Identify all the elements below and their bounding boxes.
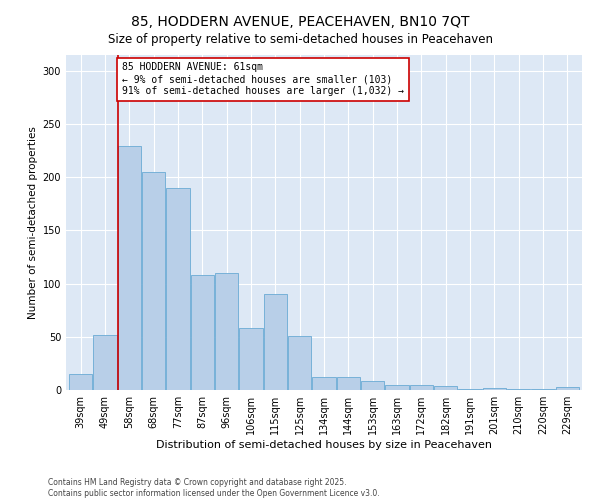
Bar bbox=[166, 188, 190, 390]
Bar bbox=[94, 334, 116, 390]
Y-axis label: Number of semi-detached properties: Number of semi-detached properties bbox=[28, 126, 38, 319]
Bar bbox=[385, 384, 409, 390]
Bar bbox=[337, 377, 360, 390]
Text: Contains HM Land Registry data © Crown copyright and database right 2025.
Contai: Contains HM Land Registry data © Crown c… bbox=[48, 478, 380, 498]
Bar bbox=[556, 387, 579, 390]
Bar bbox=[313, 377, 335, 390]
Bar bbox=[142, 172, 165, 390]
Bar bbox=[215, 273, 238, 390]
X-axis label: Distribution of semi-detached houses by size in Peacehaven: Distribution of semi-detached houses by … bbox=[156, 440, 492, 450]
Text: 85 HODDERN AVENUE: 61sqm
← 9% of semi-detached houses are smaller (103)
91% of s: 85 HODDERN AVENUE: 61sqm ← 9% of semi-de… bbox=[122, 62, 404, 96]
Bar bbox=[458, 389, 482, 390]
Text: 85, HODDERN AVENUE, PEACEHAVEN, BN10 7QT: 85, HODDERN AVENUE, PEACEHAVEN, BN10 7QT bbox=[131, 15, 469, 29]
Bar bbox=[434, 386, 457, 390]
Bar bbox=[532, 389, 554, 390]
Bar bbox=[69, 374, 92, 390]
Bar bbox=[288, 336, 311, 390]
Bar bbox=[410, 384, 433, 390]
Bar bbox=[483, 388, 506, 390]
Text: Size of property relative to semi-detached houses in Peacehaven: Size of property relative to semi-detach… bbox=[107, 32, 493, 46]
Bar bbox=[239, 328, 263, 390]
Bar bbox=[191, 275, 214, 390]
Bar bbox=[361, 382, 384, 390]
Bar bbox=[507, 389, 530, 390]
Bar bbox=[118, 146, 141, 390]
Bar bbox=[264, 294, 287, 390]
